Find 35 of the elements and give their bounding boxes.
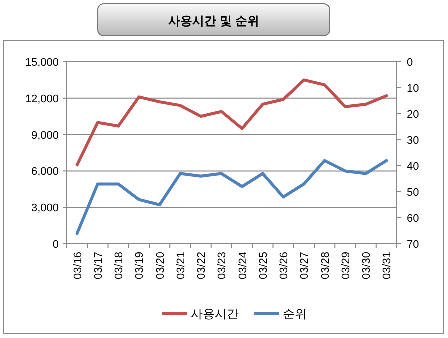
y2-tick-label: 60 — [407, 213, 420, 225]
legend-label: 순위 — [283, 307, 307, 321]
x-tick-label: 03/20 — [154, 252, 167, 280]
y-tick-label: 12,000 — [25, 93, 59, 106]
x-tick-label: 03/24 — [237, 252, 250, 280]
x-tick-label: 03/25 — [258, 252, 270, 280]
x-tick-label: 03/27 — [299, 252, 312, 280]
x-tick-label: 03/22 — [196, 252, 208, 280]
y2-tick-label: 50 — [407, 187, 420, 199]
x-tick-label: 03/19 — [134, 252, 146, 280]
x-tick-label: 03/16 — [72, 252, 84, 280]
y2-tick-label: 0 — [407, 57, 414, 69]
line-series — [76, 159, 388, 236]
y2-tick-label: 20 — [407, 109, 420, 121]
x-tick-label: 03/31 — [382, 252, 394, 280]
y2-tick-label: 40 — [407, 161, 420, 173]
x-tick-label: 03/23 — [216, 252, 229, 280]
chart-title: 사용시간 및 순위 — [168, 14, 260, 28]
line-series — [76, 78, 388, 167]
x-tick-label: 03/28 — [320, 252, 332, 280]
x-tick-label: 03/17 — [92, 252, 105, 280]
y-tick-label: 9,000 — [31, 130, 59, 142]
y-tick-label: 15,000 — [25, 57, 59, 69]
x-tick-label: 03/26 — [278, 252, 291, 280]
x-tick-label: 03/18 — [114, 252, 126, 280]
x-tick-label: 03/21 — [175, 252, 188, 280]
y-tick-label: 3,000 — [31, 202, 59, 215]
x-tick-label: 03/30 — [361, 252, 374, 280]
y2-tick-label: 10 — [407, 83, 420, 95]
y-tick-label: 6,000 — [31, 166, 59, 178]
x-tick-label: 03/29 — [340, 252, 352, 280]
legend-label: 사용시간 — [191, 307, 239, 321]
y2-tick-label: 30 — [407, 135, 420, 147]
y-tick-label: 0 — [52, 239, 59, 251]
y2-tick-label: 70 — [407, 239, 420, 251]
